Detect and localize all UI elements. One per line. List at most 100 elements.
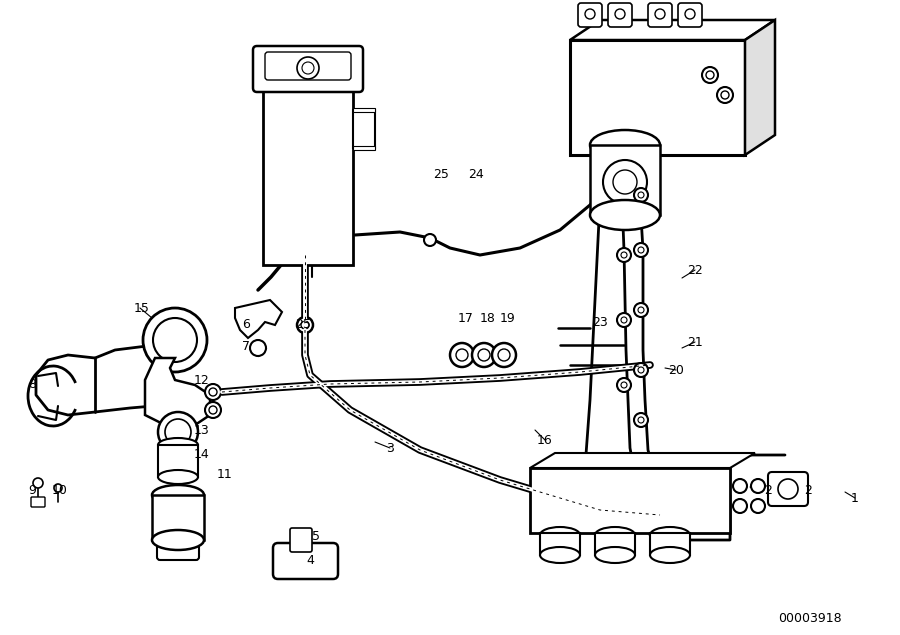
Text: 11: 11: [217, 469, 233, 481]
Text: 2: 2: [804, 483, 812, 497]
Bar: [353, 146, 375, 150]
Circle shape: [638, 192, 644, 198]
Text: 4: 4: [306, 554, 314, 566]
Text: 2: 2: [764, 483, 772, 497]
Ellipse shape: [595, 547, 635, 563]
Circle shape: [498, 349, 510, 361]
Circle shape: [721, 91, 729, 99]
Circle shape: [613, 170, 637, 194]
Text: 13: 13: [194, 424, 210, 436]
Polygon shape: [570, 20, 775, 40]
FancyBboxPatch shape: [265, 52, 351, 80]
Circle shape: [685, 9, 695, 19]
Circle shape: [751, 499, 765, 513]
FancyBboxPatch shape: [608, 3, 632, 27]
Circle shape: [209, 388, 217, 396]
Circle shape: [297, 317, 313, 333]
Circle shape: [702, 67, 718, 83]
Text: 17: 17: [458, 312, 474, 324]
Circle shape: [205, 384, 221, 400]
Circle shape: [621, 382, 627, 388]
Ellipse shape: [540, 527, 580, 543]
Ellipse shape: [595, 527, 635, 543]
Circle shape: [733, 499, 747, 513]
Text: 20: 20: [668, 363, 684, 377]
Circle shape: [603, 160, 647, 204]
Circle shape: [733, 479, 747, 493]
Ellipse shape: [152, 530, 204, 550]
Circle shape: [638, 367, 644, 373]
FancyBboxPatch shape: [678, 3, 702, 27]
Text: 16: 16: [537, 434, 553, 446]
Circle shape: [634, 188, 648, 202]
Text: 10: 10: [52, 483, 68, 497]
Circle shape: [33, 478, 43, 488]
Text: 12: 12: [194, 373, 210, 387]
Text: 21: 21: [687, 335, 703, 349]
Circle shape: [158, 412, 198, 452]
Ellipse shape: [650, 547, 690, 563]
Bar: [530, 468, 730, 533]
Circle shape: [706, 71, 714, 79]
FancyBboxPatch shape: [31, 497, 45, 507]
Circle shape: [472, 343, 496, 367]
Circle shape: [617, 378, 631, 392]
Bar: [650, 533, 690, 555]
FancyBboxPatch shape: [290, 528, 312, 552]
FancyBboxPatch shape: [768, 472, 808, 506]
Circle shape: [54, 484, 62, 492]
Circle shape: [638, 307, 644, 313]
Text: 24: 24: [468, 168, 484, 182]
Circle shape: [634, 413, 648, 427]
Circle shape: [301, 321, 309, 329]
Bar: [263, 80, 353, 265]
Text: 3: 3: [386, 441, 394, 455]
Polygon shape: [145, 358, 210, 425]
Text: 5: 5: [312, 530, 320, 544]
Text: 7: 7: [242, 340, 250, 352]
Bar: [570, 40, 745, 155]
Circle shape: [209, 406, 217, 414]
Circle shape: [634, 303, 648, 317]
Circle shape: [617, 313, 631, 327]
Polygon shape: [745, 20, 775, 155]
Circle shape: [751, 479, 765, 493]
Ellipse shape: [158, 438, 198, 452]
Ellipse shape: [152, 485, 204, 505]
Text: 6: 6: [242, 318, 250, 330]
Circle shape: [585, 9, 595, 19]
Text: 25: 25: [295, 319, 310, 331]
FancyBboxPatch shape: [157, 540, 199, 560]
Circle shape: [205, 402, 221, 418]
Circle shape: [492, 343, 516, 367]
Ellipse shape: [540, 547, 580, 563]
Circle shape: [302, 62, 314, 74]
FancyBboxPatch shape: [578, 3, 602, 27]
Text: 8: 8: [28, 378, 36, 392]
Text: 25: 25: [433, 168, 449, 182]
FancyBboxPatch shape: [273, 543, 338, 579]
Circle shape: [621, 252, 627, 258]
Circle shape: [634, 363, 648, 377]
Circle shape: [424, 234, 436, 246]
Bar: [353, 110, 375, 148]
Text: 14: 14: [194, 448, 210, 462]
Circle shape: [456, 349, 468, 361]
Text: 23: 23: [592, 316, 608, 328]
Circle shape: [778, 479, 798, 499]
Circle shape: [638, 247, 644, 253]
Circle shape: [297, 57, 319, 79]
Text: 00003918: 00003918: [778, 612, 842, 624]
Polygon shape: [235, 300, 282, 338]
Circle shape: [655, 9, 665, 19]
Bar: [540, 533, 580, 555]
Polygon shape: [530, 453, 755, 468]
Circle shape: [153, 318, 197, 362]
Bar: [590, 145, 660, 215]
Bar: [158, 445, 198, 477]
FancyBboxPatch shape: [253, 46, 363, 92]
Bar: [353, 108, 375, 112]
Bar: [152, 495, 204, 540]
FancyBboxPatch shape: [648, 3, 672, 27]
Circle shape: [621, 317, 627, 323]
